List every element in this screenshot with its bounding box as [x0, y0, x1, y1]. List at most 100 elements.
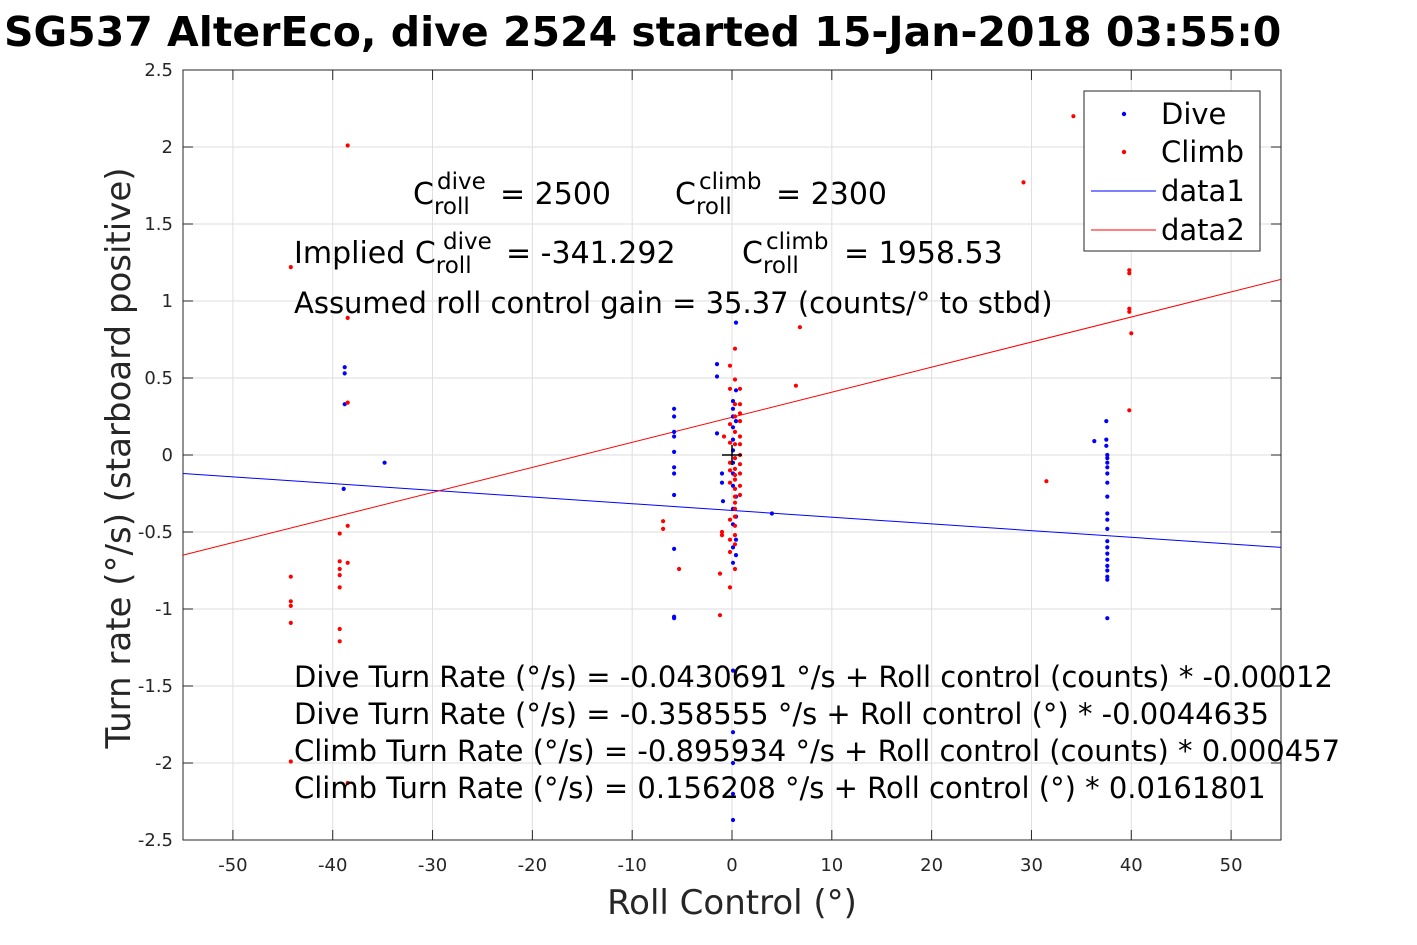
climb-point: [1071, 114, 1076, 119]
y-tick-label: 1.5: [144, 214, 173, 235]
climb-point: [345, 315, 350, 320]
dive-point: [672, 449, 677, 454]
climb-point: [727, 460, 733, 465]
dive-point: [733, 388, 739, 393]
dive-point: [672, 471, 677, 476]
climb-point: [797, 325, 803, 330]
climb-point: [345, 780, 350, 786]
dive-point: [730, 399, 736, 404]
equation-line: Climb Turn Rate (°/s) = 0.156208 °/s + R…: [294, 771, 1266, 805]
c-roll-climb: Croll: [675, 177, 732, 220]
gain-annotation: Assumed roll control gain = 35.37 (count…: [294, 286, 1053, 320]
dive-point: [730, 560, 736, 565]
climb-point: [732, 456, 738, 461]
implied-c-roll-climb-sup: climb: [766, 229, 828, 255]
dive-point: [1105, 471, 1110, 476]
dive-point: [1105, 551, 1110, 556]
dive-point: [341, 486, 346, 491]
climb-point: [337, 566, 342, 572]
climb-point: [337, 585, 342, 590]
dive-point: [1105, 557, 1110, 562]
dive-point: [1105, 511, 1110, 516]
dive-point: [382, 460, 387, 465]
dive-point: [672, 429, 677, 434]
climb-point: [793, 383, 799, 388]
climb-point: [719, 529, 725, 535]
x-axis-label: Roll Control (°): [607, 883, 857, 923]
c-roll-dive: Croll: [413, 177, 470, 220]
dive-point: [1104, 443, 1109, 448]
climb-point: [727, 537, 733, 542]
climb-point: [717, 571, 723, 576]
c-roll-climb-value: = 2300: [776, 177, 887, 212]
climb-point: [737, 411, 743, 416]
x-tick-label: -20: [518, 855, 547, 876]
dive-point: [730, 483, 736, 488]
y-axis-label: Turn rate (°/s) (starboard positive): [99, 167, 139, 749]
dive-point: [714, 374, 720, 379]
dive-point: [1105, 577, 1110, 582]
dive-point: [672, 492, 677, 498]
implied-c-roll-dive-value: = -341.292: [506, 236, 676, 271]
climb-point: [345, 523, 350, 528]
climb-point: [288, 265, 293, 270]
dive-point: [730, 406, 736, 411]
climb-point: [732, 486, 738, 491]
dive-point: [719, 471, 725, 476]
implied-c-roll-climb-value: = 1958.53: [844, 236, 1003, 271]
dive-point: [733, 537, 739, 542]
legend-dive-label: Dive: [1161, 97, 1226, 131]
dive-point: [1105, 480, 1110, 485]
dive-point: [1104, 437, 1109, 442]
equation-line: Dive Turn Rate (°/s) = -0.0430691 °/s + …: [294, 660, 1333, 694]
climb-point: [288, 759, 293, 764]
climb-point: [719, 533, 725, 538]
climb-point: [1127, 408, 1132, 413]
dive-point: [1092, 439, 1097, 444]
c-roll-annotation: Croll dive = 2500 Croll climb = 2300: [413, 169, 887, 220]
dive-point: [672, 414, 677, 419]
dive-point: [730, 730, 736, 735]
dive-point: [1105, 539, 1110, 544]
climb-point: [337, 626, 342, 632]
climb-point: [732, 523, 738, 528]
equation-line: Dive Turn Rate (°/s) = -0.358555 °/s + R…: [294, 697, 1269, 731]
climb-point: [345, 400, 350, 405]
implied-c-roll-climb: Croll: [742, 236, 799, 279]
climb-point: [727, 480, 733, 485]
center-marker: [722, 445, 742, 465]
climb-point: [732, 442, 738, 447]
x-tick-label: 10: [820, 855, 843, 876]
dive-point: [730, 545, 736, 550]
dive-point: [1104, 419, 1109, 424]
y-tick-label: 1: [162, 291, 173, 312]
x-tick-label: -50: [218, 855, 247, 876]
legend-data2-label: data2: [1161, 213, 1245, 247]
dive-point: [672, 616, 677, 621]
y-tick-label: 0.5: [144, 368, 173, 389]
y-tick-label: 2.5: [144, 60, 173, 81]
climb-point: [732, 514, 738, 519]
dive-point: [1105, 456, 1110, 461]
implied-c-roll-dive: Implied Croll: [294, 236, 472, 279]
climb-point: [732, 494, 738, 499]
dive-point: [720, 499, 726, 504]
dive-point: [1105, 494, 1110, 499]
dive-point: [730, 791, 736, 796]
chart-title: SG537 AlterEco, dive 2524 started 15-Jan…: [4, 8, 1281, 56]
implied-c-roll-annotation: Implied Croll dive = -341.292 Croll clim…: [294, 229, 1003, 279]
climb-point: [661, 519, 666, 524]
dive-point: [714, 362, 720, 367]
legend-data1-label: data1: [1161, 174, 1245, 208]
c-roll-climb-sup: climb: [699, 169, 761, 195]
dive-point: [733, 320, 739, 325]
dive-point: [1105, 616, 1110, 621]
climb-point: [721, 434, 727, 439]
dive-point: [672, 434, 677, 439]
climb-point: [732, 429, 738, 434]
climb-point: [1127, 309, 1132, 314]
climb-point: [737, 419, 743, 424]
x-tick-label: 0: [726, 855, 737, 876]
climb-point: [337, 559, 342, 564]
